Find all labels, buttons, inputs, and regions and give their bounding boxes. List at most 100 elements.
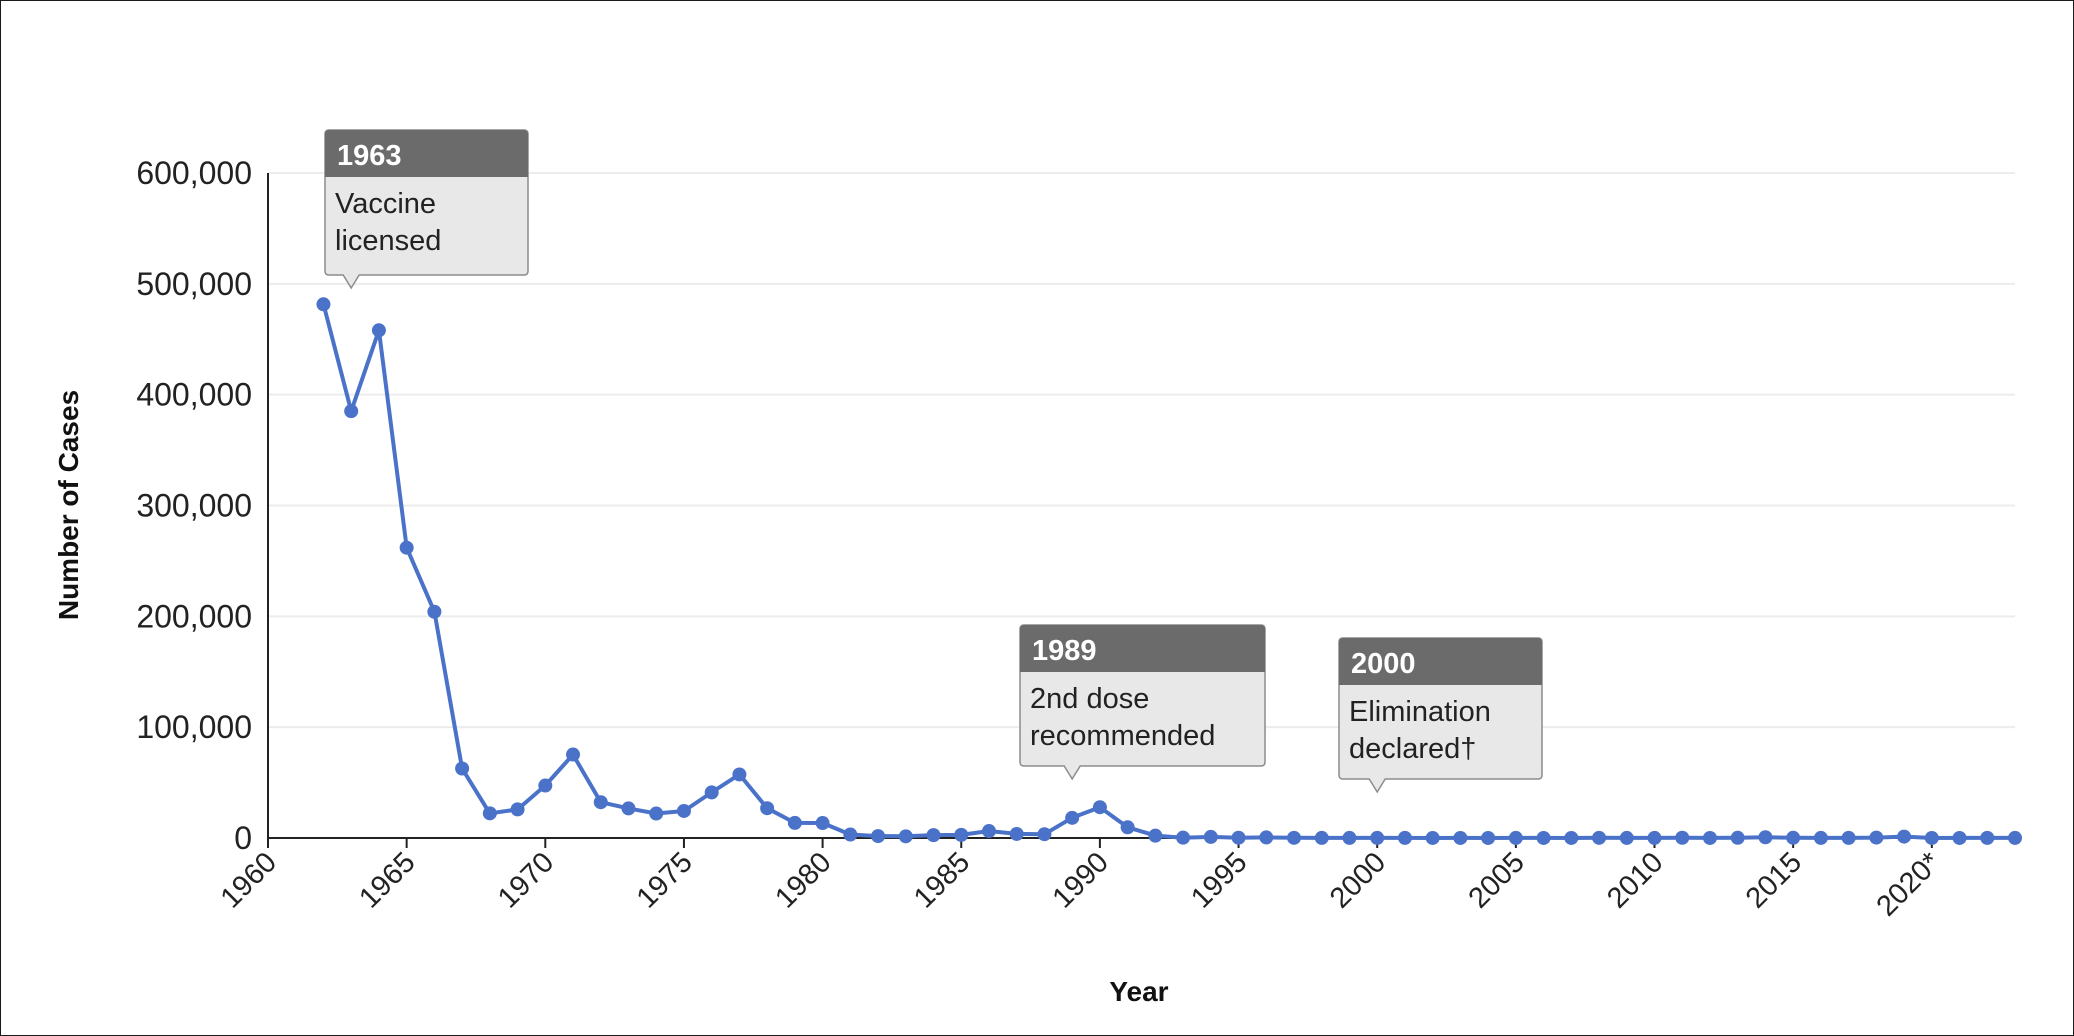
data-point bbox=[787, 815, 802, 830]
x-tick-labels: 1960 1965 1970 1975 1980 1985 1990 1995 2000 2005… bbox=[215, 838, 1947, 923]
data-point bbox=[1952, 830, 1967, 845]
x-tick-label: 1990 bbox=[1047, 846, 1115, 914]
data-point bbox=[1481, 830, 1496, 845]
data-point bbox=[1647, 830, 1662, 845]
data-point bbox=[843, 827, 858, 842]
y-tick-label: 400,000 bbox=[136, 377, 252, 413]
annotation-header-base bbox=[1020, 665, 1265, 672]
data-point bbox=[1176, 830, 1191, 845]
y-tick-label: 0 bbox=[234, 820, 252, 856]
data-point bbox=[1592, 830, 1607, 845]
annotation-callout: 1989 2nd dose recommended bbox=[1019, 624, 1266, 781]
data-point bbox=[1730, 830, 1745, 845]
x-tick-label: 2000 bbox=[1324, 846, 1392, 914]
annotation-callout: 1963 Vaccine licensed bbox=[324, 129, 529, 290]
annotation-text: declared† bbox=[1349, 733, 1476, 765]
y-tick-label: 300,000 bbox=[136, 488, 252, 524]
annotation-year: 1989 bbox=[1032, 635, 1097, 667]
data-point bbox=[676, 803, 691, 818]
x-tick-label: 1965 bbox=[353, 846, 421, 914]
data-point bbox=[732, 767, 747, 782]
data-point bbox=[621, 801, 636, 816]
x-tick-label: 1980 bbox=[769, 846, 837, 914]
data-point bbox=[1869, 830, 1884, 845]
x-tick-label: 2020* bbox=[1871, 846, 1947, 922]
data-point bbox=[1980, 830, 1995, 845]
y-tick-label: 100,000 bbox=[136, 709, 252, 745]
x-tick-label: 2015 bbox=[1740, 846, 1808, 914]
data-point bbox=[1619, 830, 1634, 845]
data-point bbox=[344, 404, 359, 419]
data-point bbox=[1203, 829, 1218, 844]
data-point bbox=[871, 829, 886, 844]
x-tick-label: 1975 bbox=[631, 846, 699, 914]
data-point bbox=[593, 795, 608, 810]
annotation-header-base bbox=[325, 170, 528, 177]
data-point bbox=[1120, 820, 1135, 835]
x-tick-label: 2005 bbox=[1463, 846, 1531, 914]
data-point bbox=[566, 747, 581, 762]
data-point bbox=[510, 802, 525, 817]
annotation-header bbox=[325, 130, 528, 177]
annotation-year: 1963 bbox=[337, 140, 402, 172]
data-point bbox=[1675, 830, 1690, 845]
x-tick-label: 1970 bbox=[492, 846, 560, 914]
data-point bbox=[704, 785, 719, 800]
annotation-header-base bbox=[1339, 678, 1542, 685]
x-tick-label: 2010 bbox=[1601, 846, 1669, 914]
data-point bbox=[1148, 828, 1163, 843]
data-point bbox=[815, 816, 830, 831]
data-point bbox=[455, 761, 470, 776]
annotation-text: 2nd dose bbox=[1030, 683, 1149, 715]
y-axis-title: Number of Cases bbox=[53, 390, 84, 620]
data-point bbox=[1758, 830, 1773, 845]
annotation-text: Elimination bbox=[1349, 696, 1491, 728]
x-tick-label: 1995 bbox=[1185, 846, 1253, 914]
annotation-callout: 2000 Elimination declared† bbox=[1338, 637, 1543, 794]
series-points bbox=[316, 297, 2022, 845]
data-point bbox=[1259, 830, 1274, 845]
x-tick-label: 1985 bbox=[908, 846, 976, 914]
y-tick-label: 600,000 bbox=[136, 155, 252, 191]
data-point bbox=[1536, 830, 1551, 845]
data-point bbox=[1786, 830, 1801, 845]
gridlines bbox=[268, 172, 2015, 729]
data-point bbox=[1065, 810, 1080, 825]
data-point bbox=[482, 806, 497, 821]
data-point bbox=[1508, 830, 1523, 845]
data-point bbox=[2008, 830, 2022, 845]
x-tick-label: 1960 bbox=[215, 846, 283, 914]
data-point bbox=[1425, 830, 1440, 845]
y-tick-label: 500,000 bbox=[136, 266, 252, 302]
annotations: 1963 Vaccine licensed 1989 2nd dose recommend… bbox=[324, 129, 1543, 794]
data-point bbox=[399, 540, 414, 555]
data-point bbox=[649, 806, 664, 821]
data-point bbox=[1092, 800, 1107, 815]
data-point bbox=[926, 828, 941, 843]
annotation-year: 2000 bbox=[1351, 648, 1416, 680]
annotation-header bbox=[1020, 625, 1265, 672]
data-point bbox=[760, 801, 775, 816]
data-point bbox=[898, 829, 913, 844]
annotation-text: Vaccine bbox=[335, 188, 436, 220]
data-point bbox=[1924, 830, 1939, 845]
annotation-text: licensed bbox=[335, 225, 441, 257]
data-point bbox=[1370, 830, 1385, 845]
data-point bbox=[1702, 830, 1717, 845]
data-point bbox=[1453, 830, 1468, 845]
x-axis-title: Year bbox=[1109, 976, 1168, 1007]
data-point bbox=[1037, 827, 1052, 842]
data-point bbox=[1813, 830, 1828, 845]
data-point bbox=[371, 323, 386, 338]
data-point bbox=[1841, 830, 1856, 845]
data-point bbox=[427, 604, 442, 619]
data-point bbox=[316, 297, 331, 312]
data-point bbox=[1897, 829, 1912, 844]
data-point bbox=[1564, 830, 1579, 845]
data-point bbox=[1009, 826, 1024, 841]
annotation-text: recommended bbox=[1030, 720, 1215, 752]
data-point bbox=[1397, 830, 1412, 845]
data-point bbox=[954, 827, 969, 842]
y-tick-label: 200,000 bbox=[136, 598, 252, 634]
annotation-header bbox=[1339, 638, 1542, 685]
